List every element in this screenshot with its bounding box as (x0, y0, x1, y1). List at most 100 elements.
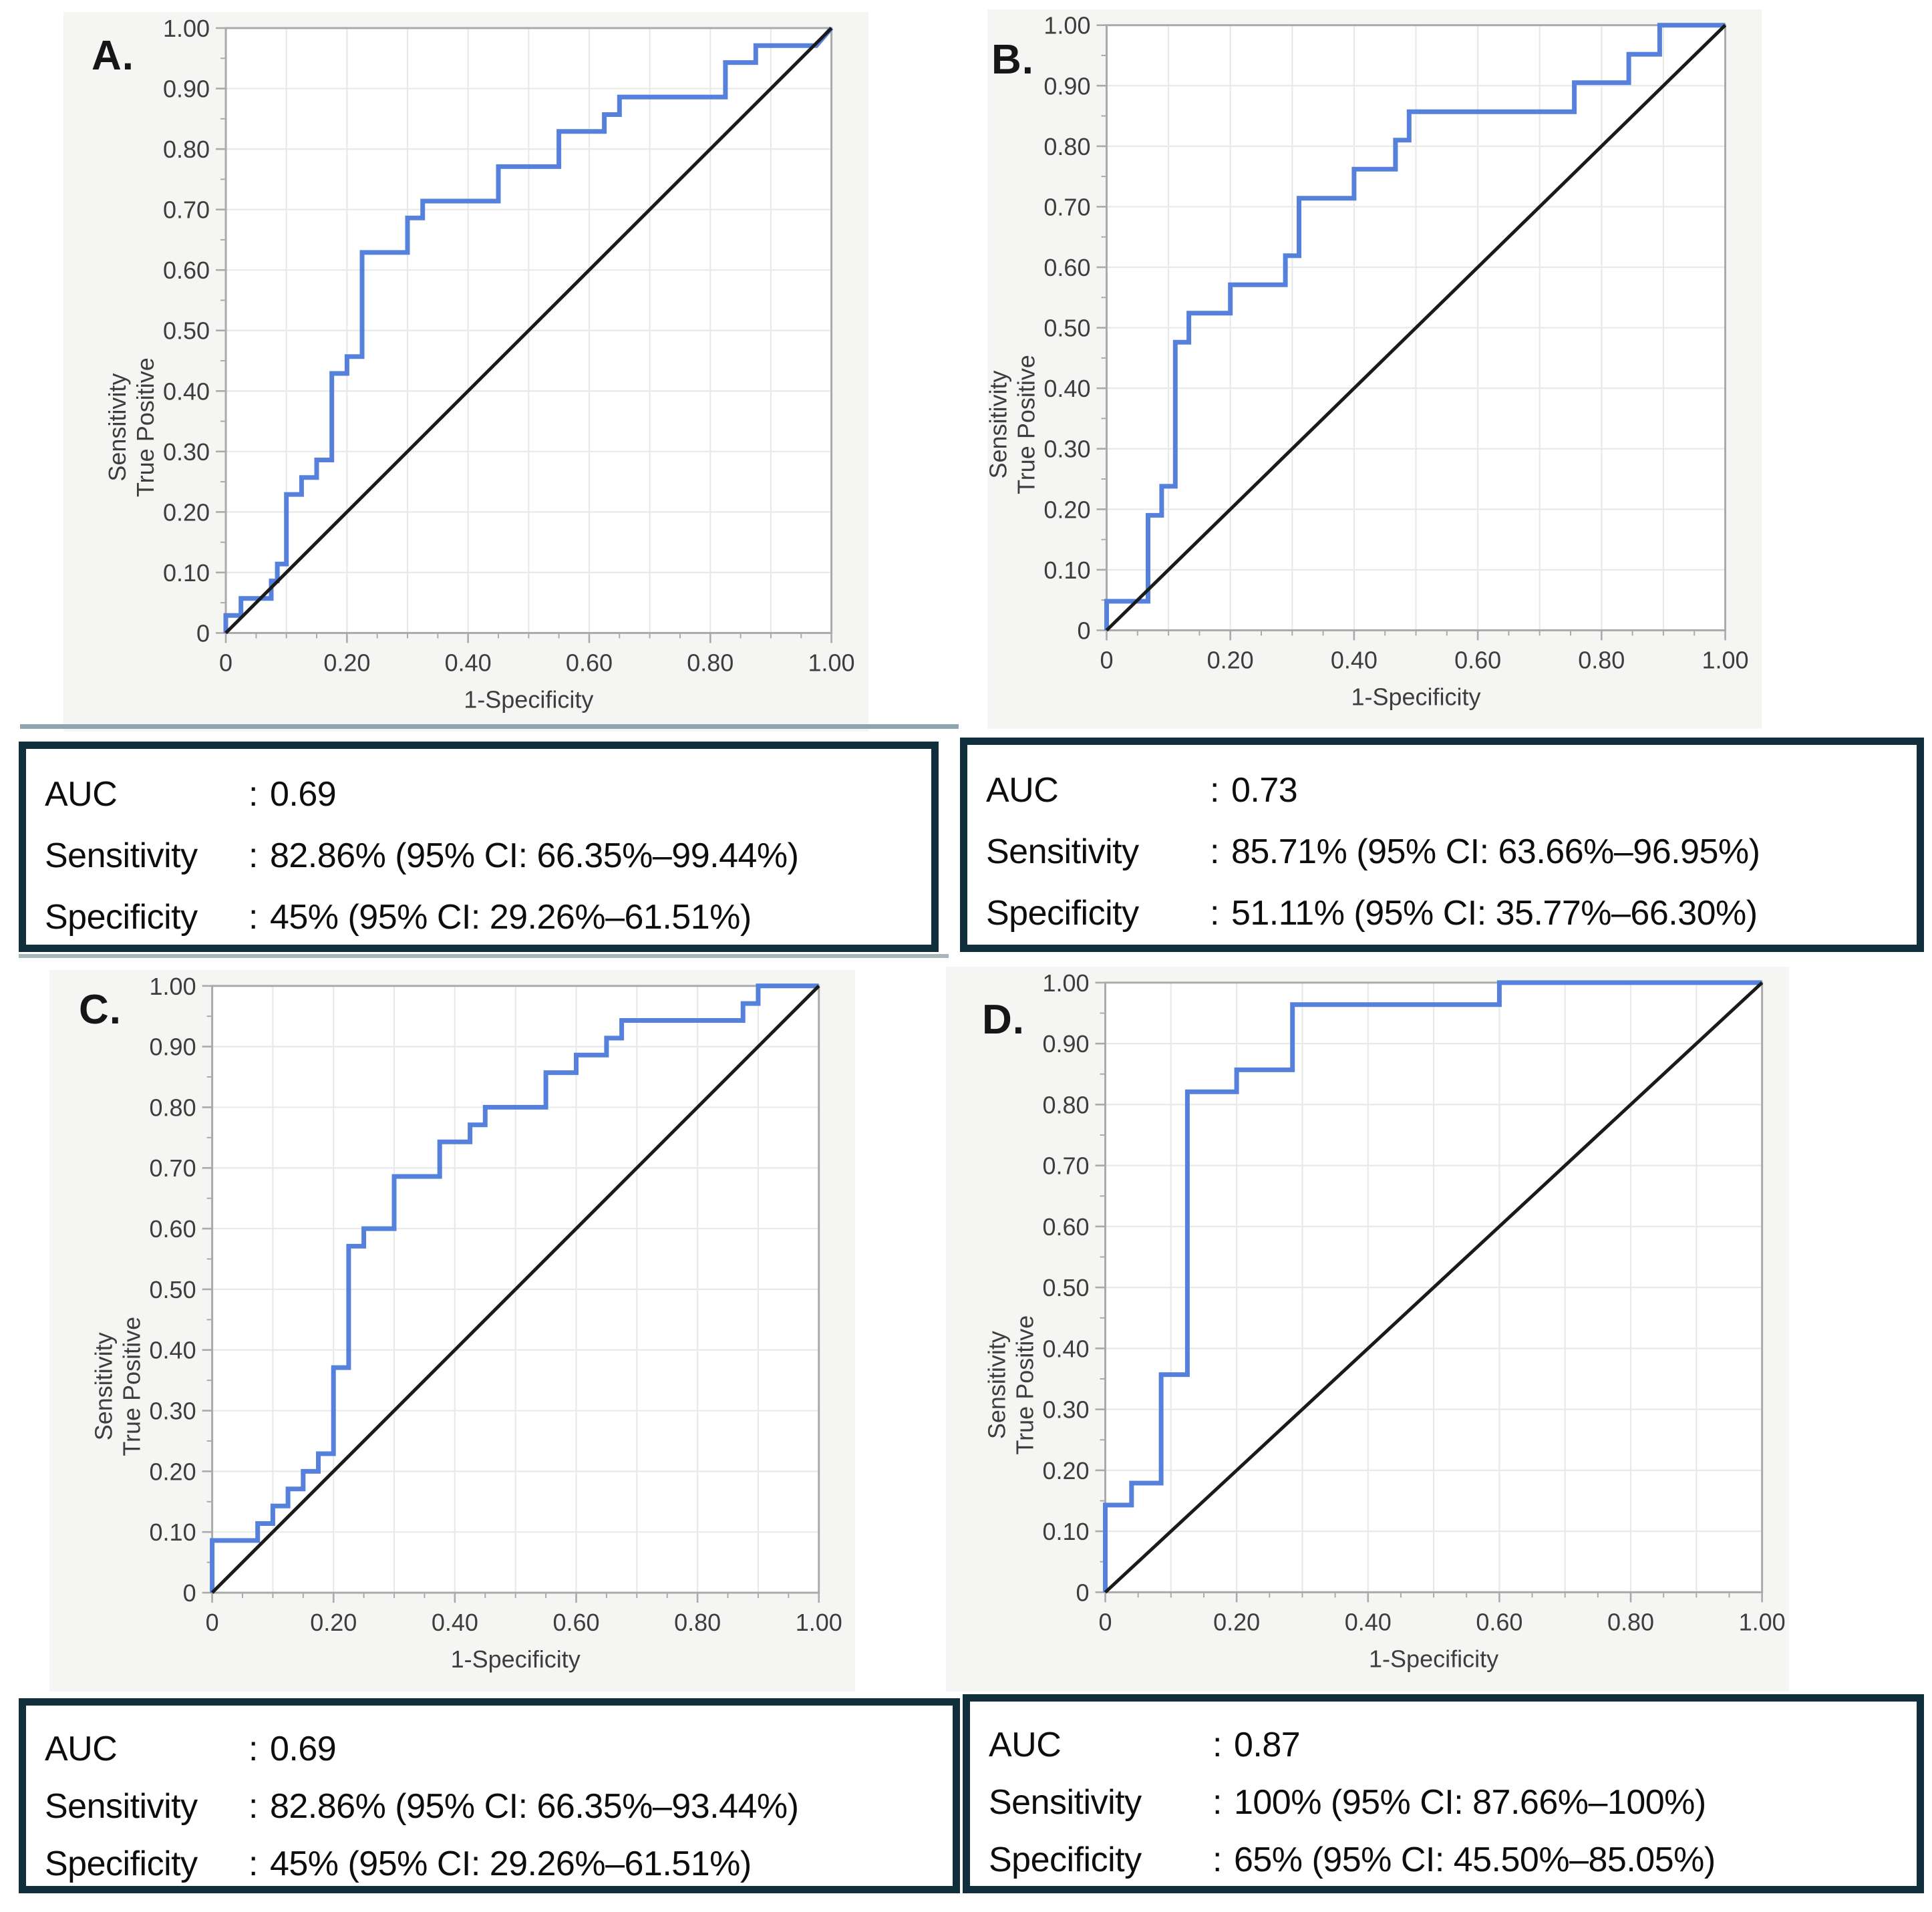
svg-text:0.30: 0.30 (150, 1398, 196, 1425)
colon: : (249, 1730, 258, 1768)
stat-label: AUC (45, 775, 118, 814)
stat-value: :45% (95% CI: 29.26%–61.51%) (249, 898, 752, 937)
svg-text:0: 0 (206, 1609, 219, 1636)
svg-text:0.40: 0.40 (1331, 646, 1378, 673)
stat-value: :0.69 (249, 775, 337, 814)
stat-label: Sensitivity (989, 1783, 1142, 1822)
svg-text:0.10: 0.10 (163, 559, 210, 587)
colon: : (249, 775, 258, 814)
stat-label: Specificity (45, 1845, 198, 1883)
stat-label: Specificity (45, 898, 198, 937)
colon: : (249, 1787, 258, 1826)
svg-text:Sensitivity: Sensitivity (983, 1331, 1011, 1439)
svg-text:0.30: 0.30 (163, 438, 210, 466)
svg-text:0.40: 0.40 (445, 649, 492, 676)
svg-text:0.60: 0.60 (566, 649, 613, 676)
colon: : (249, 836, 258, 875)
svg-text:0.60: 0.60 (1043, 254, 1090, 281)
svg-text:1.00: 1.00 (1702, 646, 1748, 673)
stat-value: :82.86% (95% CI: 66.35%–99.44%) (249, 836, 799, 875)
svg-text:0.80: 0.80 (1578, 646, 1625, 673)
svg-text:0.90: 0.90 (150, 1033, 196, 1061)
svg-text:1.00: 1.00 (796, 1609, 842, 1636)
stat-row-specificity: Specificity :45% (95% CI: 29.26%–61.51%) (45, 1835, 935, 1893)
stat-row-specificity: Specificity :45% (95% CI: 29.26%–61.51%) (45, 887, 914, 948)
stat-row-sensitivity: Sensitivity :100% (95% CI: 87.66%–100%) (989, 1774, 1899, 1831)
stat-value: :82.86% (95% CI: 66.35%–93.44%) (249, 1787, 799, 1826)
svg-text:0.70: 0.70 (150, 1154, 196, 1182)
panel-letter-a: A. (92, 33, 134, 79)
svg-text:0.30: 0.30 (1043, 436, 1090, 463)
separator-under-panel-a (20, 724, 959, 729)
stat-row-auc: AUC :0.87 (989, 1716, 1899, 1774)
svg-text:0.20: 0.20 (1207, 646, 1254, 673)
panel-letter-d: D. (982, 997, 1025, 1043)
stat-row-specificity: Specificity :65% (95% CI: 45.50%–85.05%) (989, 1831, 1899, 1889)
stat-label: Sensitivity (986, 832, 1139, 871)
svg-text:1-Specificity: 1-Specificity (464, 685, 593, 713)
svg-text:True Positive: True Positive (118, 1317, 146, 1456)
stats-box-b: AUC :0.73 Sensitivity :85.71% (95% CI: 6… (960, 738, 1924, 952)
svg-text:1.00: 1.00 (1739, 1608, 1786, 1635)
svg-text:Sensitivity: Sensitivity (90, 1332, 118, 1440)
svg-text:0.90: 0.90 (163, 75, 210, 103)
stat-label: Specificity (989, 1841, 1142, 1879)
panel-letter-c: C. (79, 987, 122, 1033)
svg-text:1-Specificity: 1-Specificity (1369, 1645, 1498, 1672)
svg-text:0.20: 0.20 (323, 649, 370, 676)
colon: : (1213, 1841, 1222, 1879)
svg-text:0: 0 (183, 1579, 196, 1607)
stat-label: Sensitivity (45, 836, 198, 875)
stat-value: :65% (95% CI: 45.50%–85.05%) (1213, 1841, 1716, 1879)
stat-label: Specificity (986, 894, 1139, 933)
svg-text:Sensitivity: Sensitivity (987, 370, 1011, 478)
stat-label: AUC (989, 1726, 1062, 1764)
svg-text:0.40: 0.40 (163, 377, 210, 405)
svg-text:0: 0 (1077, 617, 1090, 644)
roc-chart-b: 0 0.10 0.20 0.30 0.40 0.50 0.60 0.70 0.80 0.90 1.0… (987, 12, 1749, 711)
svg-text:0.20: 0.20 (310, 1609, 357, 1636)
svg-text:1.00: 1.00 (163, 15, 210, 42)
stat-row-auc: AUC :0.69 (45, 764, 914, 825)
roc-panel-b: B. 0 0.10 0.20 0.30 0.40 0.50 0.60 0.70 0.80 0.90… (987, 9, 1762, 729)
svg-text:1-Specificity: 1-Specificity (451, 1645, 581, 1673)
colon: : (1210, 832, 1219, 871)
svg-text:True Positive: True Positive (132, 357, 159, 497)
svg-text:0: 0 (196, 619, 210, 647)
svg-text:0.80: 0.80 (687, 649, 734, 676)
panel-letter-b: B. (991, 37, 1034, 83)
colon: : (1210, 894, 1219, 933)
roc-chart-a: 0 0.10 0.20 0.30 0.40 0.50 0.60 0.70 0.80 0.90 1.0… (104, 15, 855, 713)
svg-text:0.40: 0.40 (150, 1337, 196, 1364)
svg-text:0.60: 0.60 (552, 1609, 599, 1636)
svg-text:0.60: 0.60 (1476, 1608, 1522, 1635)
svg-text:0.50: 0.50 (150, 1276, 196, 1303)
stat-row-sensitivity: Sensitivity :82.86% (95% CI: 66.35%–93.4… (45, 1778, 935, 1835)
stat-row-sensitivity: Sensitivity :85.71% (95% CI: 63.66%–96.9… (986, 821, 1899, 883)
separator-under-box-a (19, 954, 949, 958)
svg-text:0.80: 0.80 (150, 1094, 196, 1121)
stat-value: :0.73 (1210, 771, 1298, 810)
svg-text:0.90: 0.90 (1042, 1030, 1089, 1058)
stat-value: :85.71% (95% CI: 63.66%–96.95%) (1210, 832, 1760, 871)
svg-text:1.00: 1.00 (808, 649, 855, 676)
stat-label: AUC (45, 1730, 118, 1768)
svg-text:True Positive: True Positive (1012, 355, 1039, 494)
colon: : (1213, 1726, 1222, 1764)
svg-text:0.50: 0.50 (1043, 315, 1090, 342)
svg-text:0.60: 0.60 (1042, 1213, 1089, 1241)
svg-text:True Positive: True Positive (1011, 1315, 1039, 1455)
stat-value: :51.11% (95% CI: 35.77%–66.30%) (1210, 894, 1758, 933)
svg-text:0.40: 0.40 (1345, 1608, 1392, 1635)
svg-text:0.90: 0.90 (1043, 72, 1090, 100)
svg-text:0.80: 0.80 (1043, 133, 1090, 160)
svg-text:0.40: 0.40 (432, 1609, 478, 1636)
svg-text:0.60: 0.60 (1454, 646, 1501, 673)
stats-box-a: AUC :0.69 Sensitivity :82.86% (95% CI: 6… (19, 742, 939, 952)
svg-text:0.10: 0.10 (1042, 1518, 1089, 1545)
stat-row-sensitivity: Sensitivity :82.86% (95% CI: 66.35%–99.4… (45, 825, 914, 887)
colon: : (249, 898, 258, 937)
roc-panel-d: D. 0 0.10 0.20 0.30 0.40 0.50 0.60 0.70 0.80 0.90… (946, 967, 1789, 1692)
svg-text:0.80: 0.80 (1042, 1091, 1089, 1118)
